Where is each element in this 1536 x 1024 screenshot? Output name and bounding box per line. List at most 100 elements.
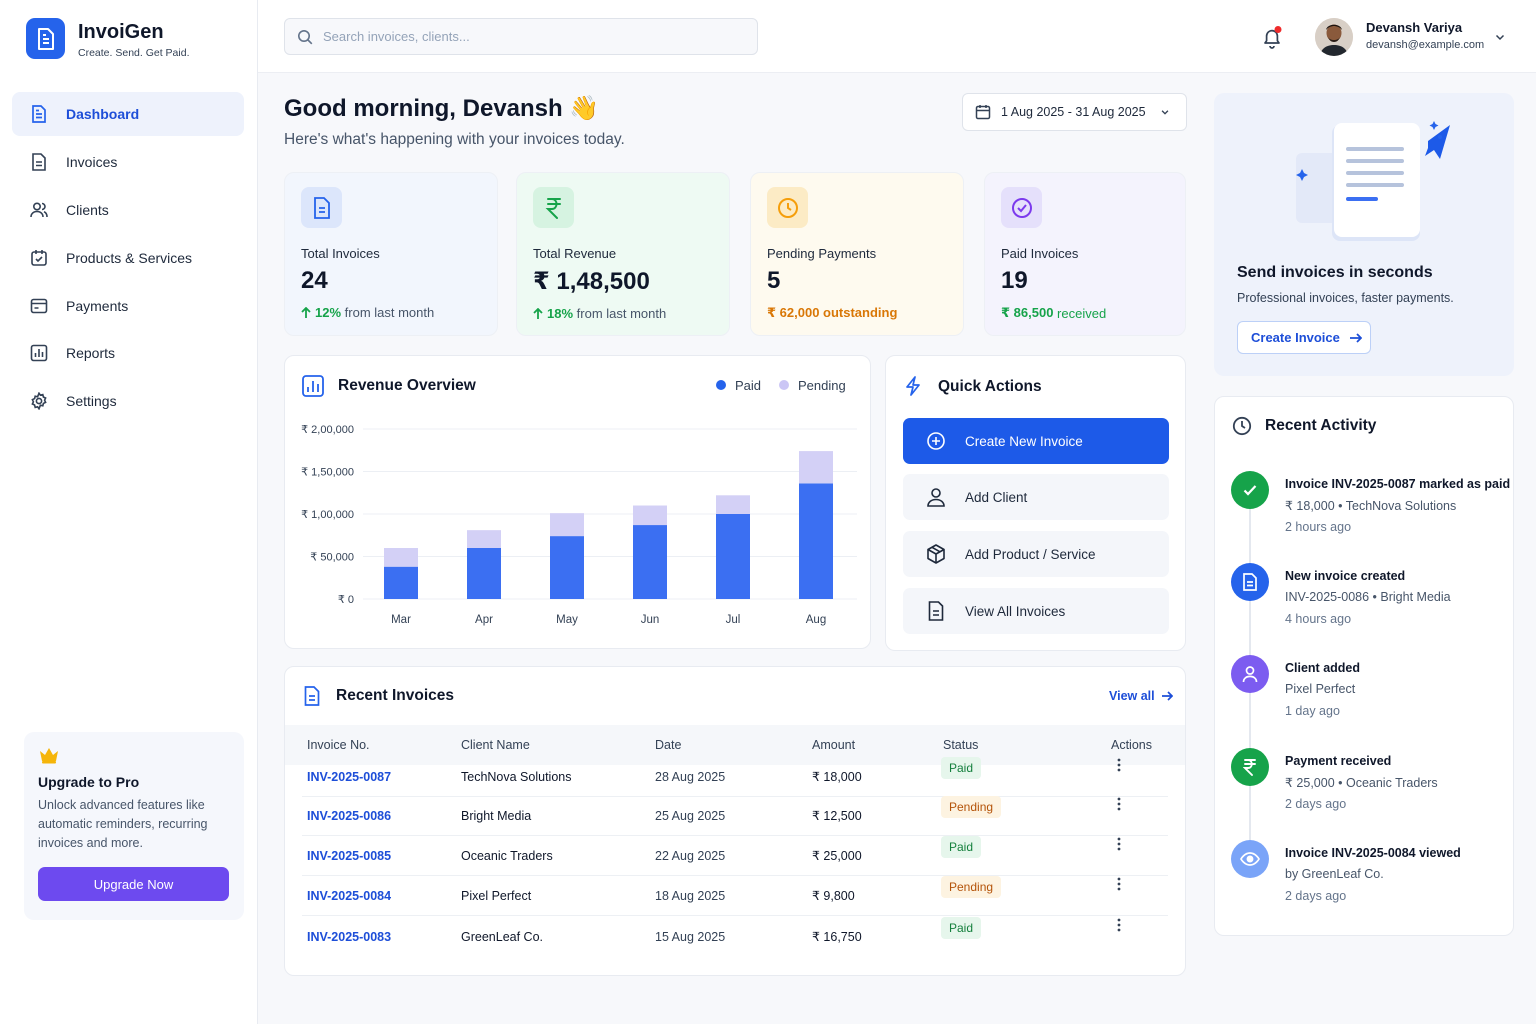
create-invoice-button[interactable]: Create Invoice [1237,321,1371,354]
y-tick-label: ₹ 0 [338,594,354,606]
invoice-number-link[interactable]: INV-2025-0085 [307,849,392,863]
more-vertical-icon[interactable] [1111,757,1127,773]
more-vertical-icon[interactable] [1111,796,1127,812]
sidebar-item-invoices[interactable]: Invoices [12,140,244,184]
stat-value: ₹ 1,48,500 [533,268,650,295]
search-input[interactable] [323,29,723,44]
upgrade-now-button[interactable]: Upgrade Now [38,867,229,901]
column-header: Status [943,738,979,752]
invoice-doc-icon [30,153,48,171]
activity-time: 2 days ago [1285,889,1347,903]
invoice-number-link[interactable]: INV-2025-0086 [307,809,392,823]
client-name: Oceanic Traders [461,849,553,863]
activity-detail: ₹ 25,000 • Oceanic Traders [1285,776,1438,790]
chevron-down-icon[interactable] [1494,31,1506,43]
sidebar-item-payments[interactable]: Payments [12,284,244,328]
sidebar-item-settings[interactable]: Settings [12,379,244,423]
quick-actions-panel: Quick Actions Create New Invoice Add Cli… [885,355,1186,651]
stat-change-text: from last month [341,305,435,320]
user-icon [1231,655,1269,693]
search-bar[interactable] [284,18,758,55]
notification-bell-icon[interactable] [1260,26,1284,50]
promo-card: Send invoices in seconds Professional in… [1214,93,1514,376]
sidebar-item-label: Products & Services [66,250,193,266]
stat-value: 19 [1001,267,1028,294]
activity-title: New invoice created [1285,569,1406,583]
bar-paid [716,514,750,599]
table-row[interactable]: INV-2025-0083 GreenLeaf Co. 15 Aug 2025 ₹ 1… [285,917,1185,957]
add-client-button[interactable]: Add Client [903,474,1169,520]
brand-tagline: Create. Send. Get Paid. [78,47,190,59]
user-email: devansh@example.com [1366,39,1485,51]
avatar[interactable] [1315,18,1353,56]
table-header: Invoice No. Client Name Date Amount Stat… [285,725,1185,765]
invoice-illustration [1296,121,1450,241]
bar-pending [550,513,584,537]
view-all-invoices-button[interactable]: View All Invoices [903,588,1169,634]
bar-paid [467,548,501,599]
stat-card-total-revenue[interactable]: Total Revenue ₹ 1,48,500 18% from last m… [516,172,730,336]
legend-paid-label: Paid [735,378,762,393]
date-range-picker[interactable]: 1 Aug 2025 - 31 Aug 2025 [962,93,1187,131]
clock-icon [1232,416,1252,436]
legend-pending-swatch [779,380,789,390]
revenue-bar-chart: ₹ 0 ₹ 50,000 ₹ 1,00,000 ₹ 1,50,000 ₹ 2,00,00… [301,424,857,626]
invoice-amount: ₹ 9,800 [812,889,855,903]
sidebar-item-reports[interactable]: Reports [12,331,244,375]
y-tick-label: ₹ 1,00,000 [301,509,354,521]
stat-value: 24 [301,267,328,294]
rupee-icon [1231,748,1269,786]
invoice-number-link[interactable]: INV-2025-0087 [307,770,392,784]
x-tick-label: Apr [475,614,493,626]
invoice-number-link[interactable]: INV-2025-0084 [307,889,392,903]
table-row[interactable]: INV-2025-0086 Bright Media 25 Aug 2025 ₹ 12… [285,796,1185,836]
box-icon [926,544,946,564]
status-badge: Paid [941,836,982,858]
table-row[interactable]: INV-2025-0087 TechNova Solutions 28 Aug 20… [285,757,1185,797]
add-product-service-button[interactable]: Add Product / Service [903,531,1169,577]
sidebar-item-clients[interactable]: Clients [12,188,244,232]
more-vertical-icon[interactable] [1111,876,1127,892]
row-divider [302,835,1168,836]
stat-card-paid-invoices[interactable]: Paid Invoices 19 ₹ 86,500 received [984,172,1186,336]
view-all-link[interactable]: View all [1109,689,1173,703]
user-name: Devansh Variya [1366,20,1463,35]
promo-title: Send invoices in seconds [1237,264,1433,281]
sidebar-item-products[interactable]: Products & Services [12,236,244,280]
date-range-text: 1 Aug 2025 - 31 Aug 2025 [1001,105,1146,119]
y-tick-label: ₹ 2,00,000 [301,424,354,436]
stat-card-total-invoices[interactable]: Total Invoices 24 12% from last month [284,172,498,336]
invoice-number-link[interactable]: INV-2025-0083 [307,930,392,944]
invoice-date: 18 Aug 2025 [655,889,726,903]
row-divider [302,796,1168,797]
create-new-invoice-button[interactable]: Create New Invoice [903,418,1169,464]
table-row[interactable]: INV-2025-0084 Pixel Perfect 18 Aug 2025 ₹ 9… [285,876,1185,916]
check-circle-icon [1001,187,1042,228]
sidebar-item-label: Settings [66,393,117,409]
dashboard-doc-icon [30,105,48,123]
row-divider [302,875,1168,876]
status-badge: Paid [941,757,982,779]
invoice-doc-icon [926,601,946,621]
table-row[interactable]: INV-2025-0085 Oceanic Traders 22 Aug 2025 ₹… [285,836,1185,876]
sidebar: InvoiGen Create. Send. Get Paid. Dashboa… [0,0,258,1024]
logo-icon[interactable] [26,18,65,59]
more-vertical-icon[interactable] [1111,836,1127,852]
bar-paid [384,566,418,599]
revenue-overview-panel: Revenue Overview Paid Pending ₹ 0 ₹ 50,00… [284,355,871,649]
activity-title: Client added [1285,661,1361,675]
calendar-icon [975,104,991,120]
user-icon [926,487,946,507]
more-vertical-icon[interactable] [1111,917,1127,933]
stat-change-text: from last month [573,306,667,321]
stat-change: 12% [315,305,342,320]
revenue-title: Revenue Overview [338,377,476,394]
stat-footer: 18% from last month [533,306,713,321]
sidebar-item-dashboard[interactable]: Dashboard [12,92,244,136]
recent-invoices-panel: Recent Invoices View all Invoice No. Cli… [284,666,1186,976]
x-tick-label: Aug [806,614,826,626]
stat-label: Total Invoices [301,246,380,261]
button-label: View All Invoices [965,603,1066,619]
activity-title: Invoice INV-2025-0087 marked as paid [1285,477,1511,491]
stat-card-pending-payments[interactable]: Pending Payments 5 ₹ 62,000 outstanding [750,172,964,336]
